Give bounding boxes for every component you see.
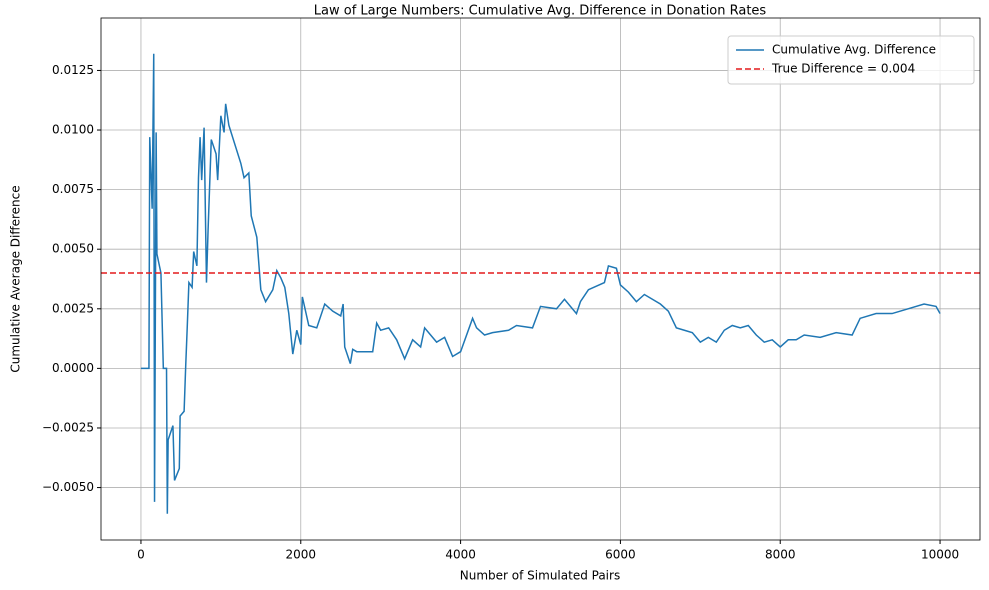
legend-box [727, 35, 975, 85]
y-tick-label: 0.0000 [52, 361, 94, 375]
x-tick-label: 2000 [285, 548, 316, 562]
y-tick-label: −0.0025 [42, 420, 94, 434]
plot-frame [100, 17, 981, 541]
x-tick-label: 8000 [765, 548, 796, 562]
y-tick-label: 0.0025 [52, 301, 94, 315]
data-line [140, 53, 941, 514]
y-axis-label: Cumulative Average Difference [9, 185, 23, 372]
x-axis-label: Number of Simulated Pairs [460, 569, 620, 583]
x-tick-label: 0 [137, 548, 145, 562]
legend-label: True Difference = 0.004 [771, 62, 915, 76]
chart-title: Law of Large Numbers: Cumulative Avg. Di… [314, 4, 767, 19]
x-tick-label: 4000 [445, 548, 476, 562]
x-tick-label: 10000 [921, 548, 959, 562]
y-tick-label: 0.0050 [52, 242, 94, 256]
y-tick-label: 0.0075 [52, 182, 94, 196]
y-tick-label: −0.0050 [42, 480, 94, 494]
x-tick-label: 6000 [605, 548, 636, 562]
legend-label: Cumulative Avg. Difference [772, 43, 936, 57]
y-tick-label: 0.0100 [52, 123, 94, 137]
y-tick-label: 0.0125 [52, 63, 94, 77]
